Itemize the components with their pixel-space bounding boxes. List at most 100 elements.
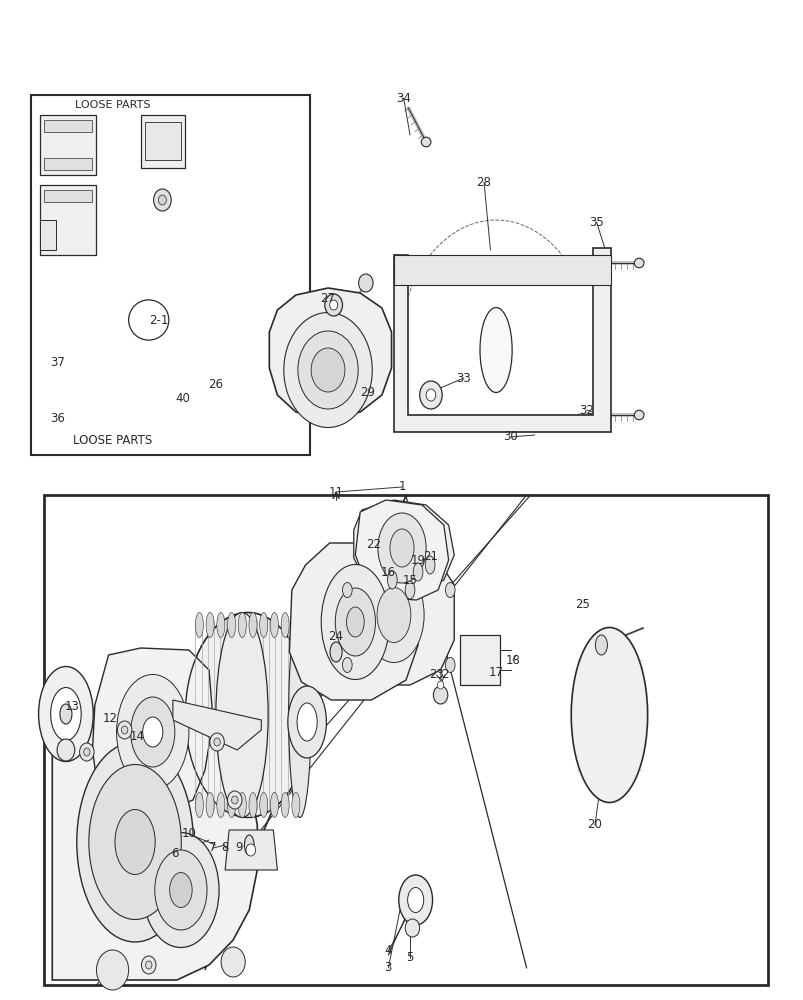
Text: 33: 33: [456, 371, 471, 384]
Text: 34: 34: [396, 92, 410, 105]
Polygon shape: [44, 120, 92, 132]
Ellipse shape: [227, 612, 235, 638]
Text: 18: 18: [505, 654, 520, 666]
Text: 6: 6: [171, 847, 179, 860]
Polygon shape: [355, 500, 448, 600]
Ellipse shape: [88, 764, 181, 919]
Ellipse shape: [84, 748, 90, 756]
Text: 3: 3: [384, 961, 392, 974]
Polygon shape: [44, 495, 767, 985]
Ellipse shape: [249, 792, 257, 817]
Text: 40: 40: [176, 391, 190, 404]
Text: 19: 19: [410, 554, 425, 568]
Ellipse shape: [433, 686, 447, 704]
Polygon shape: [225, 830, 277, 870]
Text: 15: 15: [402, 574, 417, 586]
Ellipse shape: [358, 274, 373, 292]
Polygon shape: [141, 115, 185, 168]
Ellipse shape: [335, 588, 375, 656]
Ellipse shape: [407, 887, 423, 912]
Text: 23: 23: [429, 668, 443, 682]
Ellipse shape: [594, 635, 607, 655]
Ellipse shape: [377, 513, 426, 583]
Ellipse shape: [296, 703, 316, 741]
Polygon shape: [393, 248, 610, 432]
Ellipse shape: [329, 300, 337, 310]
Ellipse shape: [96, 950, 128, 990]
Ellipse shape: [116, 674, 189, 790]
Polygon shape: [52, 700, 257, 980]
Ellipse shape: [246, 844, 255, 856]
Ellipse shape: [206, 792, 214, 817]
Ellipse shape: [130, 697, 174, 767]
Text: 21: 21: [423, 550, 438, 564]
Ellipse shape: [324, 294, 342, 316]
Ellipse shape: [145, 961, 152, 969]
Text: LOOSE PARTS: LOOSE PARTS: [73, 434, 152, 448]
Polygon shape: [289, 543, 418, 700]
Text: 24: 24: [328, 631, 343, 644]
Text: 28: 28: [476, 176, 491, 189]
Ellipse shape: [206, 612, 214, 638]
Text: 1: 1: [397, 481, 406, 493]
Ellipse shape: [425, 556, 434, 574]
Ellipse shape: [142, 717, 162, 747]
Ellipse shape: [291, 612, 300, 638]
Text: LOOSE PARTS: LOOSE PARTS: [75, 100, 150, 110]
Ellipse shape: [405, 581, 414, 599]
Text: 27: 27: [320, 292, 335, 304]
Ellipse shape: [311, 348, 344, 392]
Ellipse shape: [227, 791, 242, 809]
Ellipse shape: [281, 792, 289, 817]
Text: 5: 5: [406, 951, 414, 964]
Ellipse shape: [405, 919, 419, 937]
Text: 35: 35: [589, 216, 603, 229]
Ellipse shape: [39, 666, 93, 762]
Ellipse shape: [217, 612, 225, 638]
Text: 25: 25: [575, 597, 589, 610]
Ellipse shape: [398, 875, 432, 925]
Text: 10: 10: [181, 827, 196, 840]
Ellipse shape: [227, 792, 235, 817]
Ellipse shape: [238, 792, 246, 817]
Ellipse shape: [634, 258, 643, 268]
Ellipse shape: [288, 612, 311, 818]
Text: 36: 36: [51, 412, 65, 424]
Polygon shape: [31, 95, 309, 455]
Ellipse shape: [154, 850, 207, 930]
Ellipse shape: [195, 792, 203, 817]
Ellipse shape: [363, 568, 424, 662]
Ellipse shape: [169, 872, 192, 907]
Text: 11: 11: [328, 486, 343, 498]
Ellipse shape: [259, 612, 267, 638]
Text: 2-1: 2-1: [149, 314, 169, 326]
Text: 29: 29: [360, 386, 374, 399]
Ellipse shape: [158, 195, 166, 205]
Ellipse shape: [214, 738, 220, 746]
Polygon shape: [336, 545, 454, 685]
Text: 17: 17: [488, 666, 503, 678]
Ellipse shape: [270, 612, 278, 638]
Text: 30: 30: [503, 430, 517, 444]
Ellipse shape: [79, 743, 94, 761]
Polygon shape: [269, 288, 391, 418]
Polygon shape: [44, 190, 92, 202]
Ellipse shape: [51, 688, 81, 740]
Ellipse shape: [291, 792, 300, 817]
Text: 9: 9: [234, 841, 243, 854]
Ellipse shape: [445, 582, 454, 597]
Ellipse shape: [141, 956, 156, 974]
Ellipse shape: [634, 410, 643, 420]
Text: 32: 32: [579, 403, 593, 416]
Ellipse shape: [445, 658, 454, 672]
Ellipse shape: [231, 796, 238, 804]
Ellipse shape: [479, 308, 512, 392]
Ellipse shape: [270, 792, 278, 817]
Polygon shape: [92, 648, 213, 815]
Ellipse shape: [259, 792, 267, 817]
Ellipse shape: [297, 331, 357, 409]
Ellipse shape: [426, 389, 435, 401]
Ellipse shape: [330, 642, 342, 662]
Ellipse shape: [377, 587, 410, 643]
Polygon shape: [40, 185, 96, 255]
